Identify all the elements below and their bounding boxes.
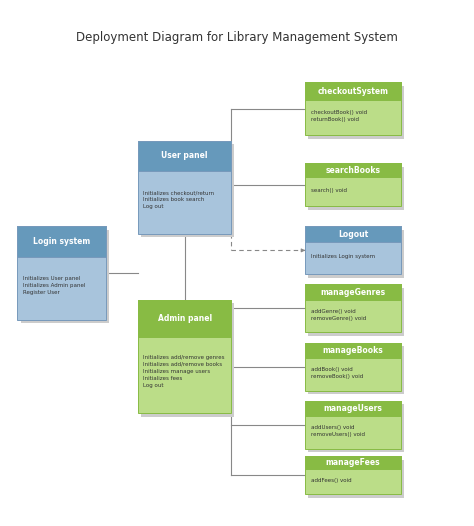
Text: searchBooks: searchBooks (326, 166, 381, 175)
FancyBboxPatch shape (309, 230, 404, 278)
FancyBboxPatch shape (305, 226, 401, 242)
Text: addFees() void: addFees() void (311, 478, 351, 482)
FancyBboxPatch shape (305, 342, 401, 390)
Text: addUsers() void
removeUsers() void: addUsers() void removeUsers() void (311, 425, 365, 437)
FancyBboxPatch shape (305, 226, 401, 275)
FancyBboxPatch shape (309, 288, 404, 336)
Text: Initializes Login system: Initializes Login system (311, 254, 375, 259)
Text: checkoutSystem: checkoutSystem (318, 87, 389, 96)
Text: Admin panel: Admin panel (158, 314, 212, 323)
FancyBboxPatch shape (138, 140, 231, 171)
Text: manageUsers: manageUsers (324, 404, 383, 413)
FancyBboxPatch shape (305, 285, 401, 332)
FancyBboxPatch shape (305, 401, 401, 417)
FancyBboxPatch shape (21, 230, 109, 323)
FancyBboxPatch shape (305, 285, 401, 300)
Text: User panel: User panel (162, 151, 208, 160)
FancyBboxPatch shape (305, 83, 401, 136)
FancyBboxPatch shape (138, 300, 231, 413)
Text: checkoutBook() void
returnBook() void: checkoutBook() void returnBook() void (311, 110, 367, 122)
FancyBboxPatch shape (305, 342, 401, 358)
Text: search() void: search() void (311, 188, 346, 193)
FancyBboxPatch shape (18, 226, 106, 320)
FancyBboxPatch shape (309, 460, 404, 498)
FancyBboxPatch shape (305, 163, 401, 206)
Text: Initializes checkout/return
Initializes book search
Log out: Initializes checkout/return Initializes … (144, 190, 215, 209)
FancyBboxPatch shape (138, 140, 231, 234)
FancyBboxPatch shape (305, 456, 401, 494)
Text: Deployment Diagram for Library Management System: Deployment Diagram for Library Managemen… (76, 31, 398, 44)
FancyBboxPatch shape (305, 401, 401, 449)
Text: manageGenres: manageGenres (320, 288, 385, 297)
Text: Logout: Logout (338, 230, 368, 239)
FancyBboxPatch shape (309, 167, 404, 210)
FancyBboxPatch shape (305, 83, 401, 100)
FancyBboxPatch shape (305, 456, 401, 469)
FancyBboxPatch shape (141, 303, 235, 417)
Text: addBook() void
removeBook() void: addBook() void removeBook() void (311, 367, 363, 379)
FancyBboxPatch shape (138, 300, 231, 337)
Text: addGenre() void
removeGenre() void: addGenre() void removeGenre() void (311, 309, 366, 321)
Text: manageFees: manageFees (326, 458, 380, 467)
FancyBboxPatch shape (305, 163, 401, 177)
Text: manageBooks: manageBooks (323, 346, 383, 355)
Text: Initializes add/remove genres
Initializes add/remove books
Initializes manage us: Initializes add/remove genres Initialize… (144, 355, 225, 388)
FancyBboxPatch shape (141, 144, 235, 238)
FancyBboxPatch shape (18, 226, 106, 257)
Text: Initializes User panel
Initializes Admin panel
Register User: Initializes User panel Initializes Admin… (23, 276, 85, 295)
Text: Login system: Login system (33, 237, 91, 246)
FancyBboxPatch shape (309, 86, 404, 139)
FancyBboxPatch shape (309, 404, 404, 452)
FancyBboxPatch shape (309, 346, 404, 394)
